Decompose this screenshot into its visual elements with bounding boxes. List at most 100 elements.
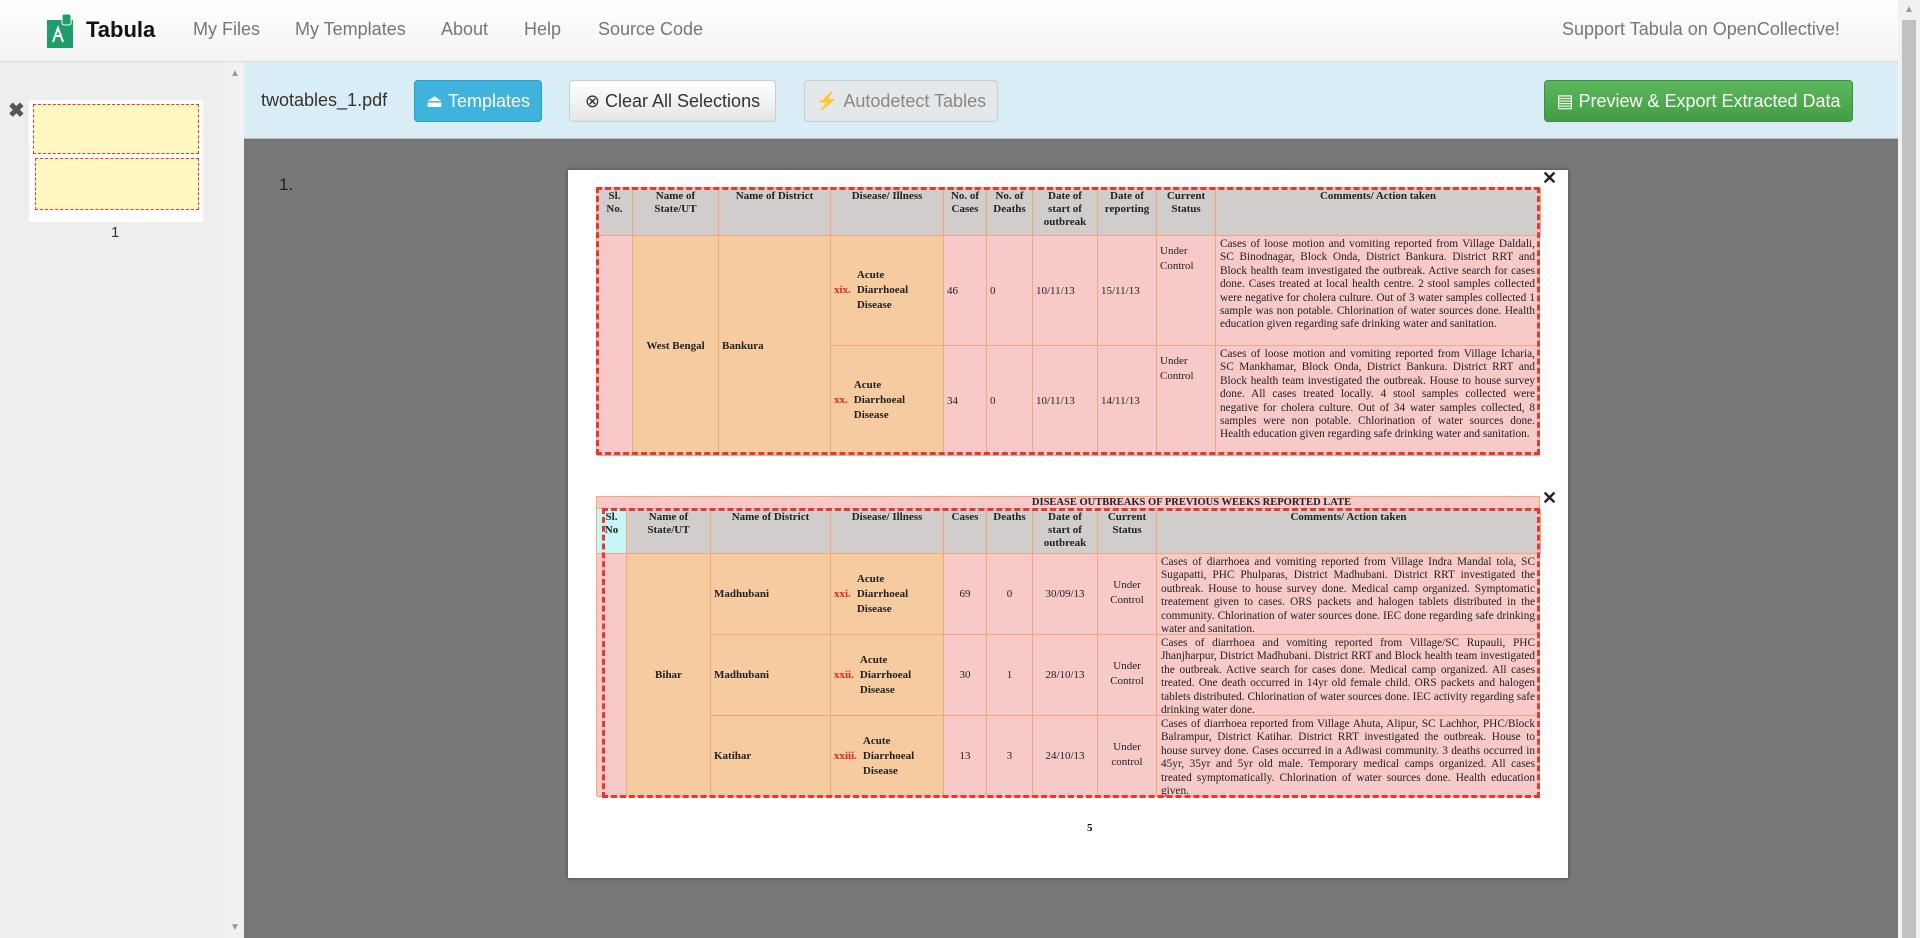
status-cell: Under Control: [1098, 554, 1157, 635]
export-label: Preview & Export Extracted Data: [1578, 90, 1841, 111]
close-selection-1-icon[interactable]: ✕: [1542, 168, 1558, 188]
start-date-cell: 30/09/13: [1033, 554, 1098, 635]
status-cell: Under Control: [1157, 236, 1216, 346]
deaths-cell: 1: [987, 635, 1033, 716]
district-cell: Bankura: [719, 236, 831, 456]
nav-source-code[interactable]: Source Code: [598, 19, 704, 39]
column-header: Comments/ Action taken: [1216, 188, 1541, 236]
clear-selections-button[interactable]: ⊗ Clear All Selections: [569, 80, 776, 122]
disease-cell: xxi. Acute Diarrhoeal Disease: [831, 554, 944, 635]
thumbnail-selection-1: [33, 104, 199, 154]
cases-cell: 34: [944, 346, 987, 456]
page-thumbnail[interactable]: [29, 100, 203, 222]
start-date-cell: 10/11/13: [1033, 346, 1098, 456]
column-header: Deaths: [987, 509, 1033, 554]
thumbnail-page-label: 1: [111, 224, 120, 241]
scrollbar-thumb[interactable]: [1902, 20, 1916, 938]
page-number-label: 1.: [279, 175, 294, 194]
scroll-down-icon[interactable]: ▼: [230, 922, 240, 933]
item-numeral: xxi.: [834, 587, 851, 600]
sl-no-cell: [597, 554, 627, 797]
disease-name: Acute Diarrhoeal Disease: [853, 379, 906, 421]
disease-name: Acute Diarrhoeal Disease: [856, 269, 909, 311]
status-cell: Under Control: [1157, 346, 1216, 456]
cases-cell: 13: [944, 716, 987, 797]
disease-name: Acute Diarrhoeal Disease: [856, 572, 909, 615]
report-date-cell: 15/11/13: [1098, 236, 1157, 346]
scroll-up-icon[interactable]: ▲: [230, 68, 240, 79]
column-header: Date of start of outbreak: [1033, 188, 1098, 236]
column-header: No. of Deaths: [987, 188, 1033, 236]
column-header: Cases: [944, 509, 987, 554]
status-cell: Under Control: [1098, 635, 1157, 716]
column-header: Disease/ Illness: [831, 509, 944, 554]
district-cell: Katihar: [711, 716, 831, 797]
pdf-table-1: Sl. No. Name of State/UT Name of District D…: [596, 187, 1541, 456]
nav-my-files[interactable]: My Files: [193, 19, 260, 39]
column-header: Name of State/UT: [633, 188, 719, 236]
pdf-table-2: DISEASE OUTBREAKS OF PREVIOUS WEEKS REPO…: [596, 496, 1541, 797]
cases-cell: 30: [944, 635, 987, 716]
column-header: Sl. No.: [597, 188, 633, 236]
district-cell: Madhubani: [711, 554, 831, 635]
brand-name[interactable]: Tabula: [86, 17, 156, 42]
column-header: Comments/ Action taken: [1157, 509, 1541, 554]
pdf-page: Sl. No. Name of State/UT Name of District D…: [568, 168, 1568, 878]
thumbnail-selection-2: [35, 158, 199, 210]
start-date-cell: 24/10/13: [1033, 716, 1098, 797]
sidebar-scrollbar[interactable]: ▲ ▼: [226, 62, 244, 938]
cases-cell: 69: [944, 554, 987, 635]
clear-label: Clear All Selections: [605, 90, 761, 111]
column-header: Date of start of outbreak: [1033, 509, 1098, 554]
preview-export-button[interactable]: ▤ Preview & Export Extracted Data: [1544, 80, 1853, 122]
autodetect-button[interactable]: ⚡ Autodetect Tables: [804, 80, 998, 122]
nav-about[interactable]: About: [441, 19, 489, 39]
list-icon: ▤: [1556, 90, 1574, 111]
district-cell: Madhubani: [711, 635, 831, 716]
disease-name: Acute Diarrhoeal Disease: [862, 734, 915, 777]
deaths-cell: 0: [987, 236, 1033, 346]
comments-cell: Cases of loose motion and vomiting repor…: [1216, 236, 1540, 346]
column-header: Name of State/UT: [627, 509, 711, 554]
table-title: DISEASE OUTBREAKS OF PREVIOUS WEEKS REPO…: [597, 497, 1540, 509]
deaths-cell: 0: [987, 554, 1033, 635]
start-date-cell: 28/10/13: [1033, 635, 1098, 716]
remove-page-icon[interactable]: ✖: [8, 100, 25, 122]
thumbnail-sidebar: ✖ 1: [0, 62, 226, 938]
column-header: Current Status: [1098, 509, 1157, 554]
pdf-page-footer: 5: [1087, 822, 1093, 834]
nav-help[interactable]: Help: [524, 19, 562, 39]
nav-support-link[interactable]: Support Tabula on OpenCollective!: [1562, 19, 1840, 39]
state-cell: West Bengal: [633, 236, 719, 456]
column-header: Name of District: [711, 509, 831, 554]
templates-icon: ⏏: [425, 90, 443, 111]
navbar: Tabula My Files My Templates About Help …: [0, 0, 1898, 62]
toolbar: twotables_1.pdf ⏏ Templates ⊗ Clear All Se…: [244, 62, 1898, 139]
disease-cell: xxiii. Acute Diarrhoeal Disease: [831, 716, 944, 797]
comments-cell: Cases of diarrhoea and vomiting reported…: [1157, 635, 1540, 716]
disease-cell: xix. Acute Diarrhoeal Disease: [831, 236, 944, 346]
disease-name: Acute Diarrhoeal Disease: [859, 653, 912, 696]
nav-my-templates[interactable]: My Templates: [295, 19, 406, 39]
deaths-cell: 3: [987, 716, 1033, 797]
column-header: Name of District: [719, 188, 831, 236]
scroll-up-icon[interactable]: ▲: [1904, 4, 1914, 15]
autodetect-label: Autodetect Tables: [843, 90, 987, 111]
disease-cell: xxii. Acute Diarrhoeal Disease: [831, 635, 944, 716]
item-numeral: xxiii.: [834, 749, 857, 762]
column-header: Sl. No: [597, 509, 627, 554]
state-cell: Bihar: [627, 554, 711, 797]
sl-no-cell: [597, 236, 633, 456]
start-date-cell: 10/11/13: [1033, 236, 1098, 346]
item-numeral: xxii.: [834, 668, 854, 681]
item-numeral: xix.: [834, 284, 851, 296]
item-numeral: xx.: [834, 394, 848, 406]
tabula-logo-icon[interactable]: [47, 14, 73, 48]
clear-circle-x-icon: ⊗: [584, 90, 600, 111]
templates-button[interactable]: ⏏ Templates: [414, 80, 542, 122]
close-selection-2-icon[interactable]: ✕: [1542, 488, 1558, 508]
column-header: Disease/ Illness: [831, 188, 944, 236]
page-scrollbar[interactable]: ▲: [1898, 0, 1920, 938]
comments-cell: Cases of diarrhoea and vomiting reported…: [1157, 554, 1540, 635]
comments-cell: Cases of loose motion and vomiting repor…: [1216, 346, 1540, 456]
